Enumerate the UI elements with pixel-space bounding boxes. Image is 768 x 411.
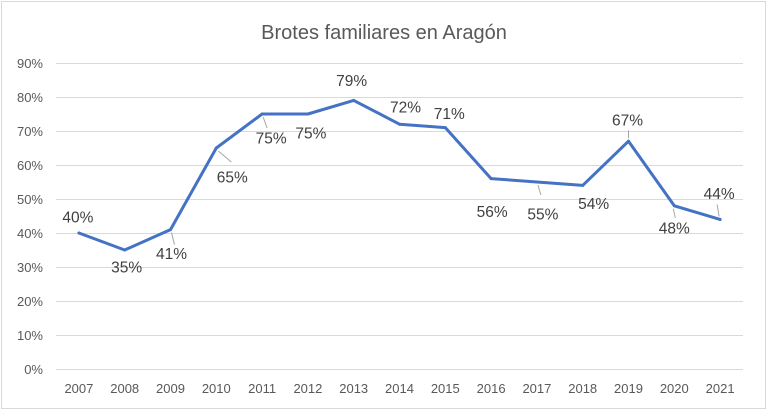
x-axis-tick-labels: 2007 2008 2009 2010 2011 2012 2013 2014 2015 2016…	[64, 381, 734, 396]
data-label: 35%	[111, 260, 142, 277]
data-point-2008	[123, 248, 127, 252]
y-tick-label: 40%	[17, 226, 43, 241]
y-tick-label: 60%	[17, 158, 43, 173]
leader-line	[716, 204, 720, 217]
series-group	[77, 98, 722, 252]
data-label: 75%	[295, 126, 326, 143]
x-tick-label: 2014	[385, 381, 414, 396]
data-point-2017	[535, 180, 539, 184]
data-point-2020	[672, 204, 676, 208]
leader-line	[262, 116, 268, 129]
data-label: 79%	[336, 73, 367, 90]
y-tick-label: 10%	[17, 328, 43, 343]
data-labels: 40% 35% 41% 65% 75% 75% 79% 72% 71% 56% 55% 54% 67% 4…	[62, 73, 734, 277]
y-tick-label: 80%	[17, 90, 43, 105]
data-point-2013	[352, 98, 356, 102]
data-label: 41%	[156, 246, 187, 263]
gridlines	[56, 63, 743, 370]
y-tick-label: 70%	[17, 124, 43, 139]
x-tick-label: 2015	[431, 381, 460, 396]
x-tick-label: 2021	[706, 381, 735, 396]
x-tick-label: 2013	[339, 381, 368, 396]
data-label: 40%	[62, 210, 93, 227]
data-point-2009	[169, 228, 172, 232]
data-label: 55%	[527, 207, 558, 224]
x-tick-label: 2019	[614, 381, 643, 396]
x-tick-label: 2012	[293, 381, 322, 396]
x-tick-label: 2016	[477, 381, 506, 396]
y-tick-label: 90%	[17, 56, 43, 71]
data-label: 65%	[217, 170, 248, 187]
data-point-2021	[718, 217, 722, 221]
data-label: 67%	[612, 113, 643, 130]
data-point-2011	[260, 112, 264, 116]
y-axis-tick-labels: 0% 10% 20% 30% 40% 50% 60% 70% 80% 90%	[17, 56, 43, 377]
data-label: 72%	[390, 100, 421, 117]
chart-title: Brotes familiares en Aragón	[261, 22, 507, 44]
leader-lines	[171, 116, 720, 245]
x-tick-label: 2009	[156, 381, 185, 396]
data-label: 75%	[256, 131, 287, 148]
y-tick-label: 50%	[17, 192, 43, 207]
leader-line	[672, 208, 676, 218]
data-label: 48%	[659, 220, 690, 237]
data-point-2018	[581, 183, 585, 187]
data-label: 71%	[434, 106, 465, 123]
y-tick-label: 30%	[17, 260, 43, 275]
x-tick-label: 2008	[110, 381, 139, 396]
data-point-2014	[398, 122, 401, 126]
x-tick-label: 2018	[568, 381, 597, 396]
x-tick-label: 2017	[522, 381, 551, 396]
data-label: 56%	[477, 204, 508, 221]
leader-line	[537, 184, 542, 196]
y-tick-label: 0%	[24, 362, 43, 377]
x-tick-label: 2011	[248, 381, 276, 396]
leader-line	[217, 150, 232, 163]
data-point-2007	[77, 231, 81, 235]
x-tick-label: 2007	[64, 381, 93, 396]
data-point-2019	[627, 139, 630, 143]
data-point-2015	[443, 126, 447, 130]
data-point-2010	[214, 146, 218, 150]
leader-line	[171, 232, 175, 245]
data-label: 44%	[704, 186, 735, 203]
data-point-2016	[489, 177, 493, 181]
data-point-2012	[306, 112, 310, 116]
y-tick-label: 20%	[17, 294, 43, 309]
x-tick-label: 2020	[660, 381, 689, 396]
data-label: 54%	[578, 196, 609, 213]
x-tick-label: 2010	[202, 381, 231, 396]
